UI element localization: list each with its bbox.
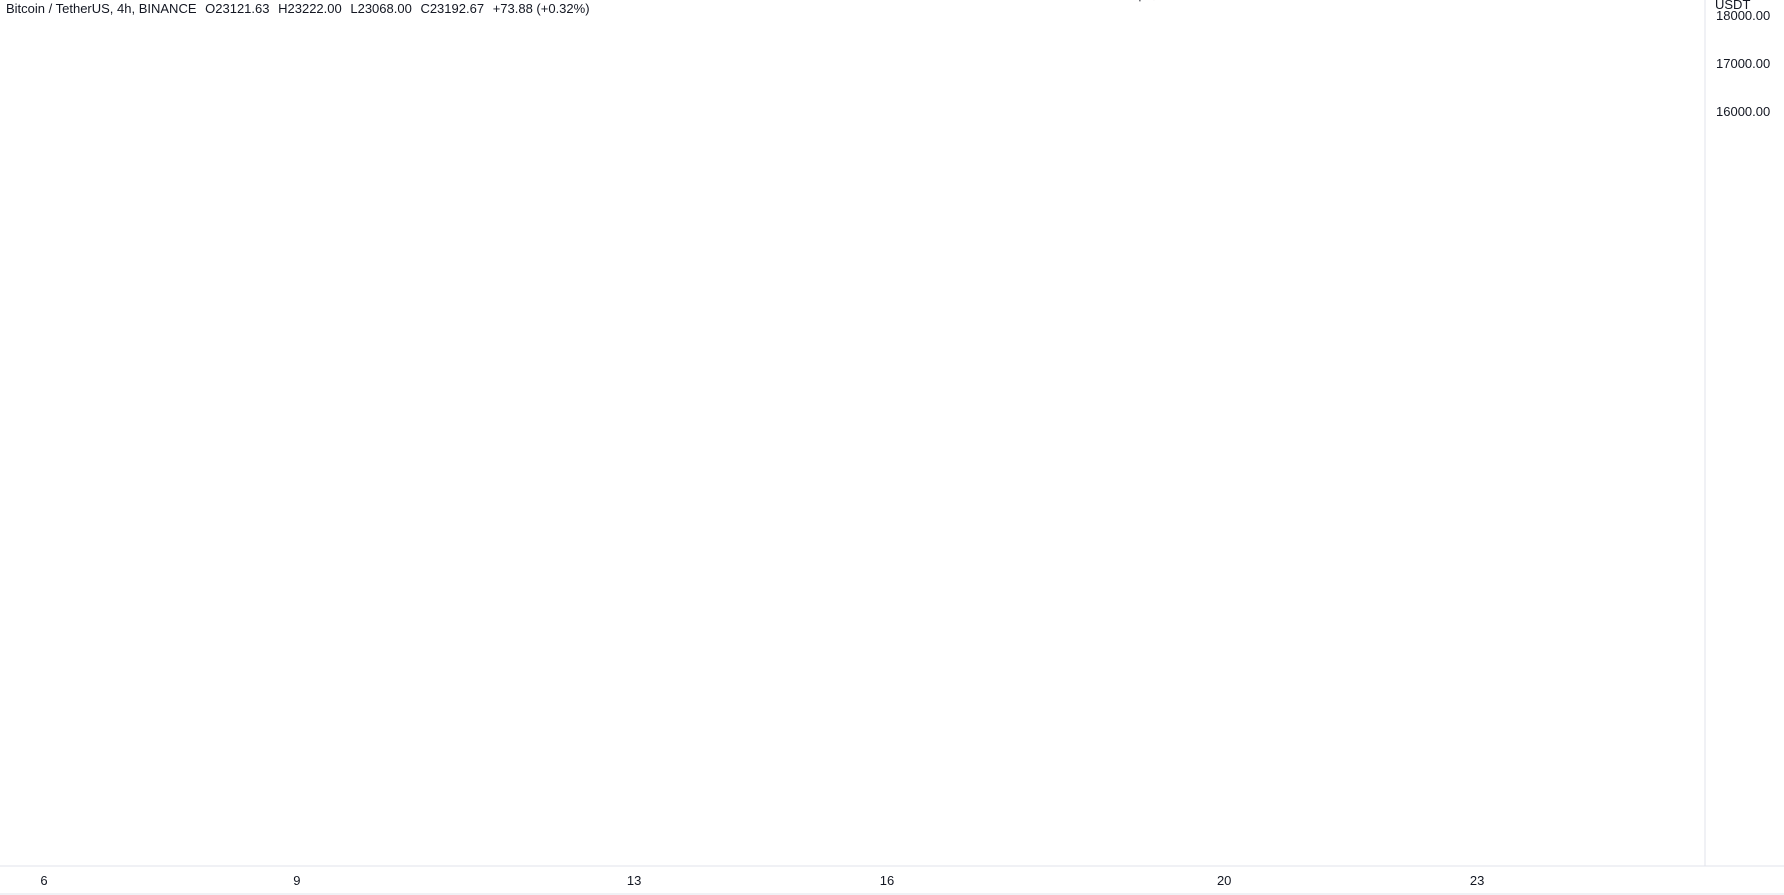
time-tick-label: 13 [627, 873, 641, 888]
ohlc-low: L23068.00 [350, 1, 412, 16]
symbol-header: Bitcoin / TetherUS, 4h, BINANCE O23121.6… [6, 1, 595, 16]
ohlc-open: O23121.63 [205, 1, 270, 16]
price-axis-currency: USDT [1715, 0, 1750, 12]
time-tick-label: 9 [293, 873, 300, 888]
time-tick-label: 20 [1217, 873, 1231, 888]
time-tick-label: 6 [40, 873, 47, 888]
time-tick-label: 16 [880, 873, 894, 888]
time-tick-label: 23 [1470, 873, 1484, 888]
ohlc-change: +73.88 (+0.32%) [492, 1, 590, 16]
price-tick-label: 16000.00 [1716, 104, 1770, 119]
price-tick-label: 18000.00 [1716, 8, 1770, 23]
ohlc-close: C23192.67 [420, 1, 485, 16]
price-tick-label: 17000.00 [1716, 56, 1770, 71]
ohlc-high: H23222.00 [278, 1, 342, 16]
symbol-title[interactable]: Bitcoin / TetherUS, 4h, BINANCE [6, 1, 197, 16]
candle[interactable] [1138, 0, 1141, 2]
